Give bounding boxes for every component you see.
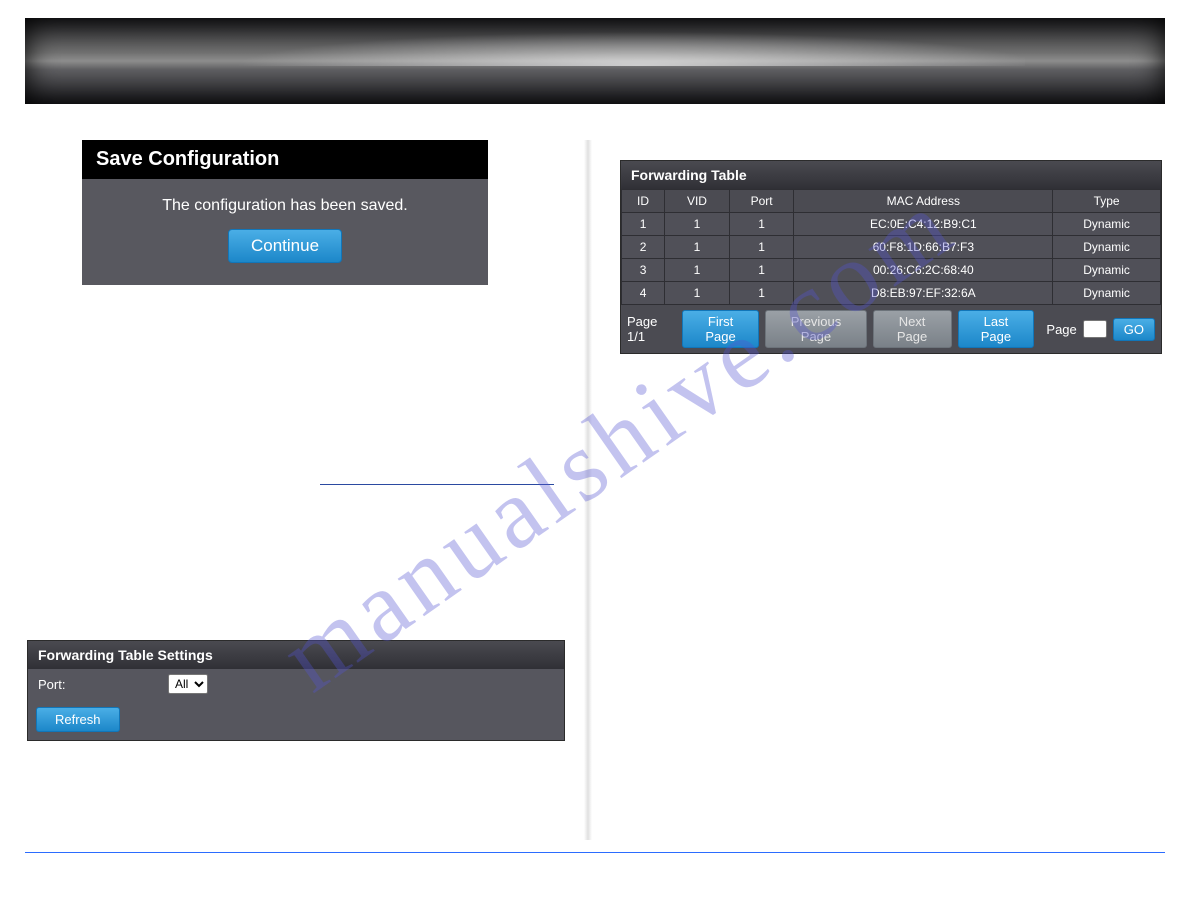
table-header-cell: ID <box>622 190 665 213</box>
save-config-panel: Save Configuration The configuration has… <box>82 140 488 285</box>
table-cell: 1 <box>665 282 730 305</box>
last-page-button[interactable]: Last Page <box>958 310 1035 348</box>
port-label: Port: <box>38 677 148 692</box>
table-cell: 1 <box>665 213 730 236</box>
table-cell: D8:EB:97:EF:32:6A <box>794 282 1053 305</box>
table-row: 21160:F8:1D:66:B7:F3Dynamic <box>622 236 1161 259</box>
column-divider <box>584 140 592 840</box>
table-cell: 2 <box>622 236 665 259</box>
forwarding-table-header-row: IDVIDPortMAC AddressType <box>622 190 1161 213</box>
save-config-title: Save Configuration <box>82 140 488 179</box>
forwarding-settings-footer: Refresh <box>28 699 564 740</box>
table-cell: 1 <box>622 213 665 236</box>
table-cell: 1 <box>665 236 730 259</box>
port-select[interactable]: All <box>168 674 208 694</box>
forwarding-table-title: Forwarding Table <box>621 161 1161 189</box>
refresh-button[interactable]: Refresh <box>36 707 120 732</box>
table-cell: Dynamic <box>1053 259 1161 282</box>
table-cell: Dynamic <box>1053 236 1161 259</box>
top-banner <box>25 18 1165 104</box>
table-header-cell: MAC Address <box>794 190 1053 213</box>
forwarding-settings-panel: Forwarding Table Settings Port: All Refr… <box>27 640 565 741</box>
table-cell: EC:0E:C4:12:B9:C1 <box>794 213 1053 236</box>
table-row: 31100:26:C6:2C:68:40Dynamic <box>622 259 1161 282</box>
table-row: 111EC:0E:C4:12:B9:C1Dynamic <box>622 213 1161 236</box>
table-header-cell: VID <box>665 190 730 213</box>
forwarding-settings-title: Forwarding Table Settings <box>28 641 564 669</box>
table-cell: Dynamic <box>1053 213 1161 236</box>
next-page-button: Next Page <box>873 310 952 348</box>
forwarding-table: IDVIDPortMAC AddressType 111EC:0E:C4:12:… <box>621 189 1161 305</box>
table-row: 411D8:EB:97:EF:32:6ADynamic <box>622 282 1161 305</box>
first-page-button[interactable]: First Page <box>682 310 760 348</box>
go-button[interactable]: GO <box>1113 318 1155 341</box>
continue-button[interactable]: Continue <box>228 229 342 263</box>
table-cell: 00:26:C6:2C:68:40 <box>794 259 1053 282</box>
previous-page-button: Previous Page <box>765 310 866 348</box>
table-cell: 1 <box>729 282 794 305</box>
table-cell: 1 <box>729 236 794 259</box>
blue-underline <box>320 484 554 485</box>
table-cell: 4 <box>622 282 665 305</box>
pager-page-text: Page 1/1 <box>627 314 676 344</box>
table-cell: 3 <box>622 259 665 282</box>
pager: Page 1/1 First Page Previous Page Next P… <box>621 305 1161 353</box>
table-cell: 1 <box>729 259 794 282</box>
table-cell: Dynamic <box>1053 282 1161 305</box>
table-cell: 60:F8:1D:66:B7:F3 <box>794 236 1053 259</box>
table-cell: 1 <box>665 259 730 282</box>
pager-page-input[interactable] <box>1083 320 1107 338</box>
pager-page-label: Page <box>1046 322 1076 337</box>
forwarding-table-panel: Forwarding Table IDVIDPortMAC AddressTyp… <box>620 160 1162 354</box>
table-header-cell: Port <box>729 190 794 213</box>
port-row: Port: All <box>28 669 564 699</box>
bottom-rule <box>25 852 1165 853</box>
save-config-message: The configuration has been saved. <box>82 195 488 229</box>
table-header-cell: Type <box>1053 190 1161 213</box>
save-config-body: The configuration has been saved. Contin… <box>82 179 488 285</box>
table-cell: 1 <box>729 213 794 236</box>
